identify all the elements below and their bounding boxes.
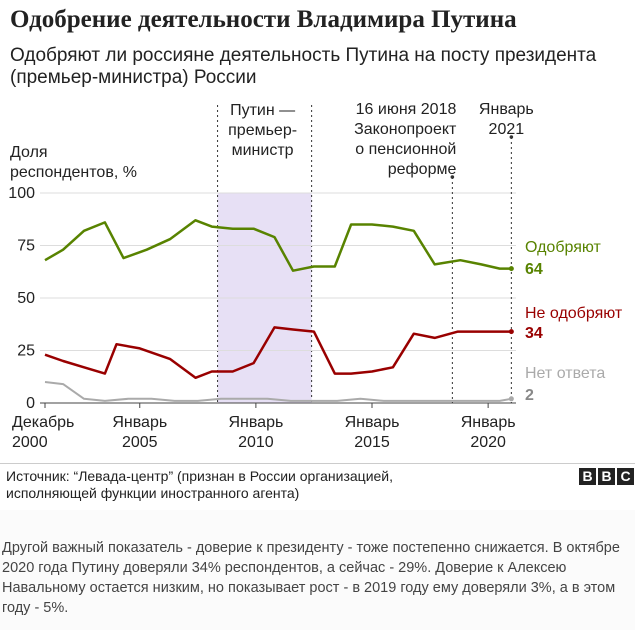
series-end-value: 64 [525,261,543,278]
series-end-value: 2 [525,387,534,404]
y-tick-label: 100 [8,185,35,202]
y-tick-label: 0 [26,395,35,412]
footer-divider [0,463,635,464]
x-tick-label: Январь 2015 [345,414,400,451]
bbc-logo: B B C [579,468,634,485]
y-tick-label: 25 [17,343,35,360]
bbc-logo-letter: B [579,468,596,485]
x-tick-label: Январь 2005 [112,414,167,451]
annotation-dot [450,175,455,179]
page-title: Одобрение деятельности Владимира Путина [10,6,517,33]
series-line-0 [44,219,512,272]
series-name-label: Нет ответа [525,365,605,382]
annotation-dot [509,135,514,139]
annotation-january-2021-label: Январь 2021 [479,101,534,138]
series-end-dot-1 [508,329,514,335]
x-tick-label: Декабрь 2000 [12,414,74,451]
source-note: Источник: “Левада-центр” (признан в Росс… [6,468,394,501]
y-axis-label: Доля респондентов, % [10,144,137,181]
bbc-logo-letter: C [617,468,634,485]
x-tick-label: Январь 2020 [461,414,516,451]
x-tick-label: Январь 2010 [228,414,283,451]
y-tick-label: 50 [17,290,35,307]
shaded-period-label: Путин — премьер-министр [228,102,297,159]
series-name-label: Одобряют [525,239,602,256]
series-end-dot-2 [508,396,514,402]
series-line-2 [44,381,512,402]
series-end-value: 34 [525,325,543,342]
series-line-1 [44,326,512,380]
page-subtitle: Одобряют ли россияне деятельность Путина… [10,45,597,88]
y-tick-label: 75 [17,238,35,255]
bbc-logo-letter: B [598,468,615,485]
series-name-label: Не одобряют [525,305,623,322]
caption-text: Другой важный показатель - доверие к пре… [2,540,620,616]
approval-line-chart: Путин — премьер-министр 0 25 50 75 100 Доля респ… [8,101,623,451]
annotation-pension-reform-label: 16 июня 2018 Законопроект о пенсионной рефо… [354,101,457,178]
caption-panel: Другой важный показатель - доверие к пре… [0,510,635,630]
series-end-dot-0 [508,266,514,272]
